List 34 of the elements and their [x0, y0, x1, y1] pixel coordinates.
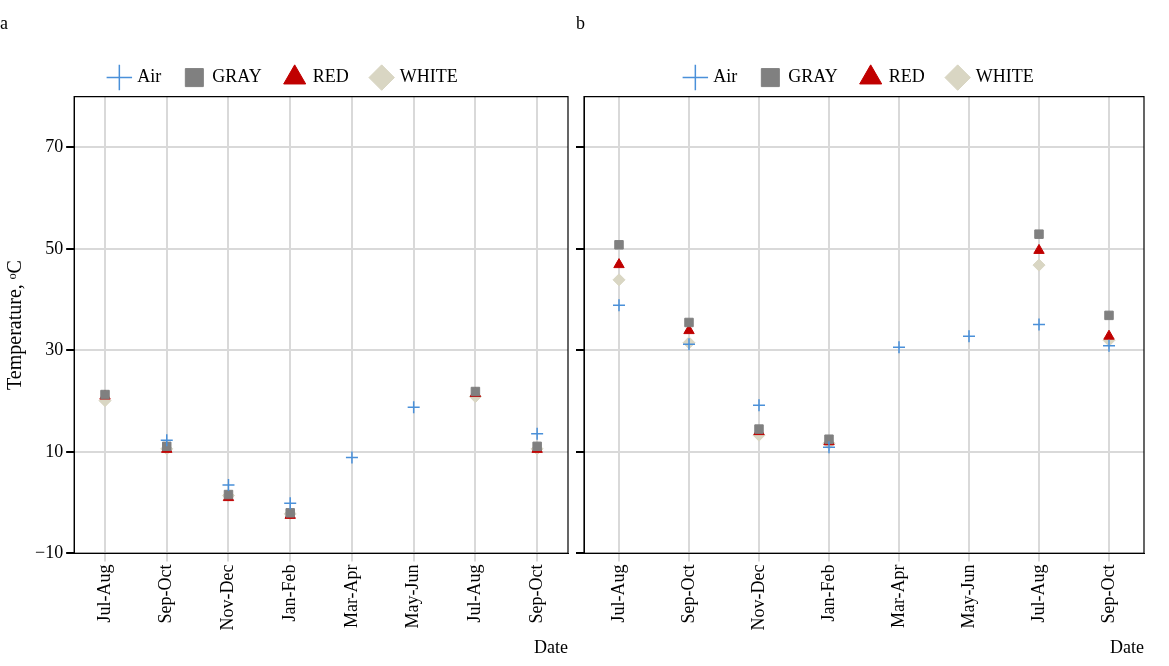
- x-tick-label: Jan-Feb: [278, 564, 299, 622]
- x-tick-label: Sep-Oct: [677, 564, 698, 624]
- x-tick-label: Nov-Dec: [217, 564, 238, 631]
- legend-label: RED: [312, 66, 349, 87]
- chart-title: a: [0, 12, 8, 33]
- legend-label: Air: [713, 66, 738, 87]
- x-tick-label: Jan-Feb: [817, 564, 838, 622]
- x-axis-title: Date: [534, 636, 568, 657]
- legend-label: GRAY: [212, 66, 262, 87]
- x-tick-label: Nov-Dec: [747, 564, 768, 631]
- y-tick-label: −10: [35, 542, 64, 563]
- legend-label: GRAY: [788, 66, 838, 87]
- x-tick-label: Jul-Aug: [607, 564, 628, 623]
- y-tick-label: 50: [45, 237, 64, 258]
- y-tick-label: 30: [45, 339, 64, 360]
- chart-title: b: [576, 12, 585, 33]
- x-tick-label: Mar-Apr: [887, 564, 908, 629]
- legend-label: WHITE: [399, 66, 458, 87]
- x-axis-title: Date: [1110, 636, 1144, 657]
- legend-label: WHITE: [975, 66, 1034, 87]
- x-tick-label: May-Jun: [402, 564, 423, 629]
- x-tick-label: Sep-Oct: [525, 564, 546, 624]
- y-axis-title: Temperature, ᵒC: [3, 260, 27, 390]
- legend-label: RED: [888, 66, 925, 87]
- x-tick-label: Jul-Aug: [1027, 564, 1048, 623]
- x-tick-label: Jul-Aug: [464, 564, 485, 623]
- y-tick-label: 70: [45, 136, 64, 157]
- x-tick-label: Jul-Aug: [93, 564, 114, 623]
- x-tick-label: Sep-Oct: [155, 564, 176, 624]
- y-tick-label: 10: [45, 440, 64, 461]
- x-tick-label: Mar-Apr: [340, 564, 361, 629]
- x-tick-label: May-Jun: [957, 564, 978, 629]
- x-tick-label: Sep-Oct: [1097, 564, 1118, 624]
- legend-label: Air: [137, 66, 162, 87]
